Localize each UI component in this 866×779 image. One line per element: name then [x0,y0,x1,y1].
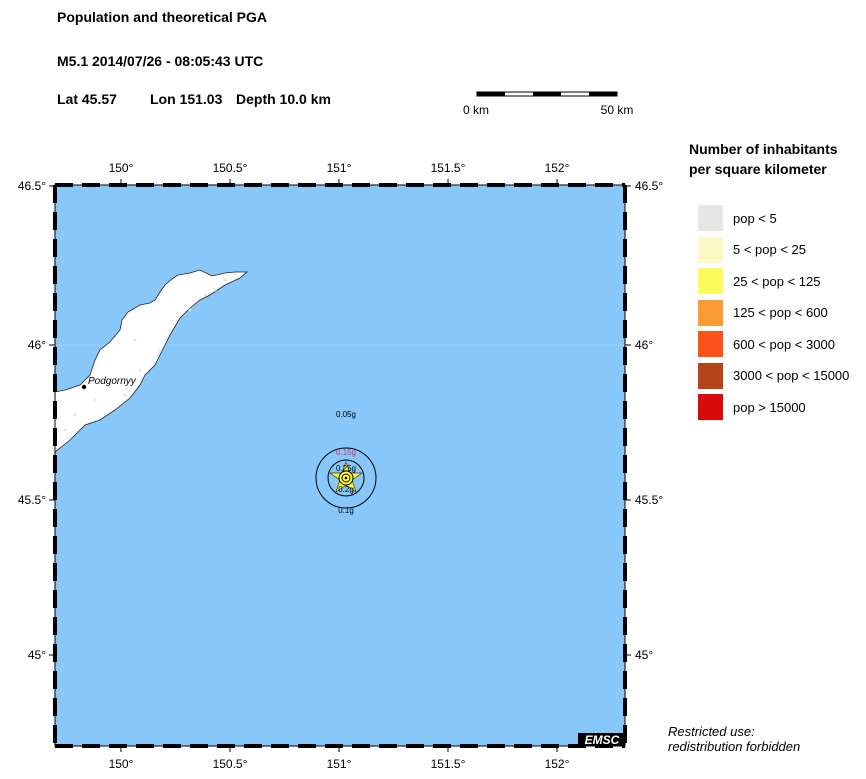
map-frame [53,183,627,748]
scale-end: 50 km [601,103,634,117]
depth: Depth 10.0 km [236,91,331,107]
lon-tick-top: 151° [327,161,352,175]
lat-tick-right: 46.5° [635,179,663,193]
legend-label: 125 < pop < 600 [733,305,828,320]
pga-label-01: 0.1g [338,506,354,515]
emsc-logo [578,733,625,746]
legend-item: 600 < pop < 3000 [698,331,835,357]
legend-swatch [698,331,723,357]
lat-tick-right: 45.5° [635,493,663,507]
legend-label: 600 < pop < 3000 [733,336,835,352]
lon-tick-bottom: 151° [327,757,352,771]
notice-line-1: Restricted use: [668,724,755,739]
lon-tick-top: 152° [545,161,570,175]
legend-swatch [698,362,723,389]
legend-swatch [698,299,723,326]
lat-tick-right: 45° [635,648,653,662]
lon-tick-bottom: 150° [109,757,134,771]
lon-tick-top: 150.5° [213,161,248,175]
city-label: Podgornyy [88,376,137,387]
legend-label: pop < 5 [733,210,777,226]
legend-label: 3000 < pop < 15000 [733,368,850,383]
ocean [55,185,625,746]
legend-label: 25 < pop < 125 [733,273,821,289]
pga-rings: 0.05g 0.15g 0.25g 0.2g 0.1g [315,410,377,515]
lat-tick-right: 46° [635,338,653,352]
population-dots [63,278,227,432]
legend-item: pop > 15000 [698,394,806,420]
notice-line-2: redistribution forbidden [668,739,801,754]
pga-label-025: 0.25g [336,464,356,473]
legend-title-2: per square kilometer [689,161,827,177]
legend-item: 5 < pop < 25 [698,236,807,263]
lon-tick-top: 151.5° [431,161,466,175]
axis-ticks: 150° 150° 150.5° 150.5° 151° 151° 151.5° 151.5°… [18,161,664,771]
legend-item: 125 < pop < 600 [698,299,828,326]
legend-swatch [698,236,723,263]
legend-label: pop > 15000 [733,399,806,415]
latitude: Lat 45.57 [57,91,117,107]
legend-swatch [698,268,723,294]
pga-label-005: 0.05g [336,410,356,419]
pga-label-02: 0.2g [338,485,354,494]
lat-tick-left: 45.5° [18,493,46,507]
legend-swatch [698,394,723,420]
lat-tick-left: 45° [28,648,46,662]
legend-item: 25 < pop < 125 [698,268,820,294]
legend-label: 5 < pop < 25 [733,242,807,257]
scale-bar: 0 km 50 km [463,91,634,117]
longitude: Lon 151.03 [150,91,223,107]
pga-label-015: 0.15g [336,448,356,457]
land-kuril-island [54,269,249,453]
figure-title: Population and theoretical PGA [57,9,268,25]
event-info: M5.1 2014/07/26 - 08:05:43 UTC [57,53,264,69]
lon-tick-top: 150° [109,161,134,175]
lon-tick-bottom: 151.5° [431,757,466,771]
lon-tick-bottom: 152° [545,757,570,771]
emsc-logo-text: EMSC [585,733,620,747]
legend-swatch [698,205,723,231]
lat-tick-left: 46.5° [18,179,46,193]
lon-tick-bottom: 150.5° [213,757,248,771]
legend-item: 3000 < pop < 15000 [698,362,850,389]
scale-start: 0 km [463,103,489,117]
legend-title-1: Number of inhabitants [689,141,838,157]
legend-item: pop < 5 [698,205,777,231]
lat-tick-left: 46° [28,338,46,352]
city-marker [81,384,87,390]
